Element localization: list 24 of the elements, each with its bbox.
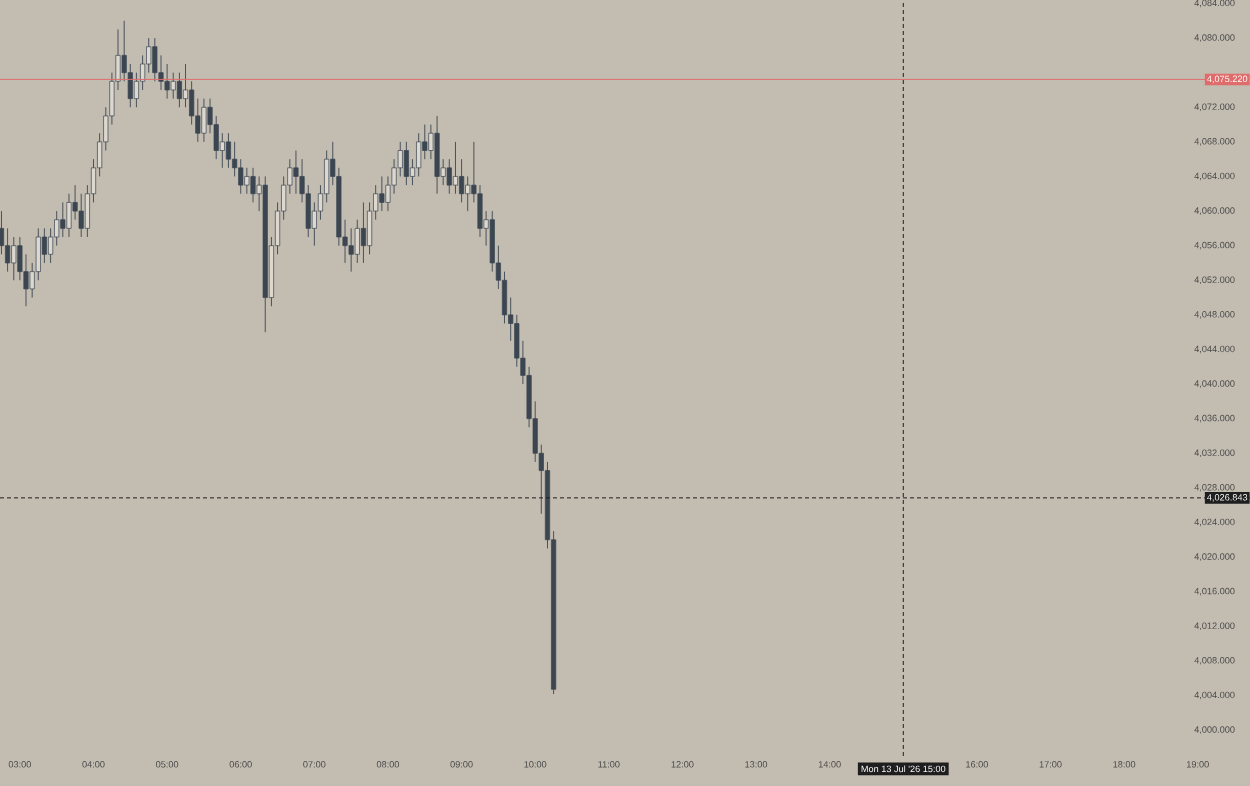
candlestick [176, 72, 182, 108]
candlestick [403, 141, 409, 186]
candlestick [244, 167, 250, 195]
candlestick [164, 63, 170, 100]
candlestick [201, 98, 207, 143]
candlestick [379, 176, 385, 212]
candlestick [465, 176, 471, 212]
candlestick [66, 193, 72, 238]
candlestick [452, 141, 459, 195]
candlestick [293, 150, 299, 195]
candlestick [422, 124, 428, 160]
candlestick [416, 132, 422, 177]
candlestick [434, 115, 440, 195]
candlestick [60, 201, 66, 238]
candlestick [152, 37, 158, 82]
candlestick [360, 201, 366, 264]
candlestick [11, 236, 17, 281]
candlestick [219, 132, 225, 169]
candlestick [170, 72, 176, 100]
candlestick [78, 193, 84, 238]
candlestick [250, 167, 256, 203]
candlestick [41, 227, 47, 264]
candlestick [348, 227, 354, 273]
candlestick [225, 132, 231, 169]
